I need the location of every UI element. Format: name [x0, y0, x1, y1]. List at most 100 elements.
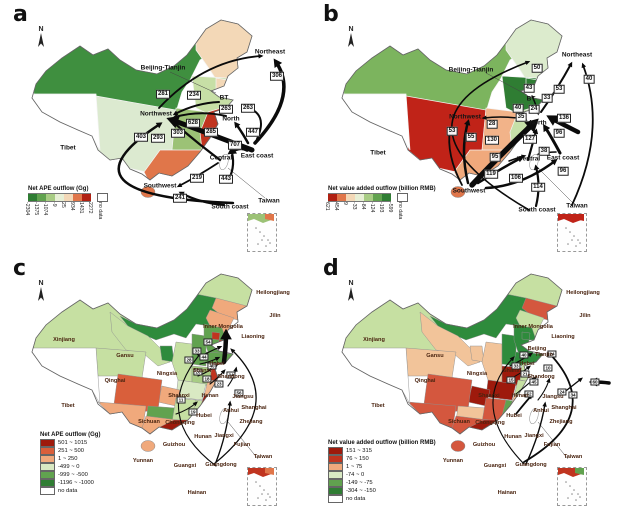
- flow-arrowhead: [567, 61, 573, 68]
- legend-color-segment: [337, 193, 346, 202]
- legend-range-label: 251 ~ 500: [58, 448, 84, 454]
- legend-title: Net value added outflow (billion RMB): [328, 440, 436, 446]
- flow-arrow: [492, 357, 525, 465]
- legend-swatch: [40, 471, 55, 479]
- legend-range-label: 151 ~ 315: [346, 448, 372, 454]
- legend-row: 151 ~ 315: [328, 447, 448, 455]
- legend-body: 501 ~ 1015 251 ~ 500 1 ~ 250 -499 ~ 0 -999 ~…: [40, 439, 160, 495]
- leader-line: [537, 167, 574, 204]
- legend-tick: -1074: [42, 202, 48, 216]
- legend-title: Net APE outflow (Gg): [40, 432, 101, 438]
- region-gansu: [109, 311, 171, 367]
- legend-tick: 2272: [87, 202, 93, 214]
- legend-tick: -1375: [33, 202, 39, 216]
- flow-arrowhead: [464, 119, 471, 126]
- legend-range-label: 501 ~ 1015: [58, 440, 88, 446]
- legend-range-label: -499 ~ 0: [58, 464, 80, 470]
- legend-row: -74 ~ 0: [328, 471, 448, 479]
- region-taiwan: [529, 407, 539, 425]
- flow-arrowhead: [155, 122, 163, 129]
- flow-arrow: [476, 156, 523, 185]
- region-beijing: [211, 331, 221, 341]
- flow-arrowhead: [172, 110, 179, 116]
- legend-row: 501 ~ 1015: [40, 439, 160, 447]
- legend-row: 1 ~ 250: [40, 455, 160, 463]
- flow-arrowhead: [546, 377, 551, 384]
- inset-map-icon: [248, 214, 274, 247]
- legend-ticks: 621 454 9 -33 -84 -124 -193 -599 no data: [324, 200, 448, 226]
- flow-arrowhead: [214, 356, 221, 362]
- legend-range-label: -1196 ~ -1000: [58, 480, 94, 486]
- flow-arrow: [462, 120, 470, 185]
- region-shanghai: [215, 386, 224, 394]
- flow-arrow: [234, 122, 250, 145]
- legend-swatch: [40, 455, 55, 463]
- flow-arrow: [543, 125, 562, 155]
- legend-color-segment: [73, 193, 82, 202]
- flow-arrowhead: [176, 182, 183, 188]
- legend-color-segment: [64, 193, 73, 202]
- china-map-a: [31, 19, 286, 207]
- leader-line: [485, 72, 528, 96]
- flow-arrowhead: [220, 369, 226, 375]
- legend-tick: -599: [387, 202, 393, 213]
- legend-swatch: [328, 455, 343, 463]
- inset-map-icon: [558, 214, 584, 247]
- legend-swatch: [328, 495, 343, 503]
- north-arrow-icon: [38, 33, 44, 47]
- region-gansu: [419, 311, 481, 367]
- flow-arrow: [540, 63, 572, 113]
- flow-arrowhead: [258, 53, 264, 59]
- region-tibet: [32, 93, 101, 151]
- region-hainan: [450, 186, 466, 198]
- leader-line: [169, 71, 217, 94]
- compass-n-label: N: [348, 26, 354, 33]
- legend-no-data-swatch: [97, 193, 108, 202]
- legend-body: -2304 -1375 -1074 -9 25 934 1431 2272 no data: [24, 193, 148, 226]
- legend-body: 151 ~ 315 76 ~ 150 1 ~ 75 -74 ~ 0 -149 ~ -75…: [328, 447, 448, 503]
- legend-swatch: [328, 479, 343, 487]
- legend-tick: 621: [324, 202, 330, 211]
- flow-arrowhead: [535, 110, 540, 116]
- flow-arrowhead: [481, 115, 487, 120]
- flow-arrowhead: [171, 120, 177, 126]
- legend-no-data-swatch: [397, 193, 408, 202]
- flow-arrowhead: [230, 348, 236, 354]
- flow-arrow: [525, 403, 546, 465]
- leader-line: [227, 421, 259, 460]
- flow-arrow: [469, 120, 537, 188]
- legend-title: Net APE outflow (Gg): [28, 186, 89, 192]
- legend-swatch: [40, 439, 55, 447]
- flow-arrowhead: [524, 60, 531, 65]
- legend-tick: -9: [51, 202, 57, 207]
- legend-gradient-bar: [328, 193, 408, 202]
- flow-arrowhead: [220, 328, 232, 340]
- region-shanghai: [525, 386, 534, 394]
- compass-n-label: N: [38, 280, 44, 287]
- south-china-sea-inset: [557, 213, 587, 252]
- flow-arrow: [523, 353, 574, 463]
- panel-letter-b: b: [323, 2, 339, 27]
- flow-arrow: [537, 379, 550, 401]
- legend-row: no data: [328, 495, 448, 503]
- legend-swatch: [328, 487, 343, 495]
- legend-color-segment: [46, 193, 55, 202]
- legend-tick: 1431: [78, 202, 84, 214]
- compass-north-icon: N: [344, 26, 358, 52]
- legend-color-segment: [328, 193, 337, 202]
- region-ningxia: [469, 345, 485, 363]
- legend-color-segment: [37, 193, 46, 202]
- flow-arrowhead: [520, 154, 527, 159]
- region-tibet: [32, 347, 101, 405]
- flow-arrowhead: [527, 352, 534, 358]
- flow-arrowhead: [524, 118, 539, 133]
- panel-d: d N 24 10 60 24 34 40 33 21 45 15 52 Heilongjiang Ji…: [310, 254, 620, 508]
- flow-arrowhead: [234, 121, 241, 129]
- legend-range-label: 76 ~ 150: [346, 456, 369, 462]
- legend-swatch: [40, 487, 55, 495]
- flow-arrowhead: [588, 377, 598, 387]
- legend-tick: 9: [342, 202, 348, 205]
- legend-color-segment: [355, 193, 364, 202]
- legend-tick: -193: [378, 202, 384, 213]
